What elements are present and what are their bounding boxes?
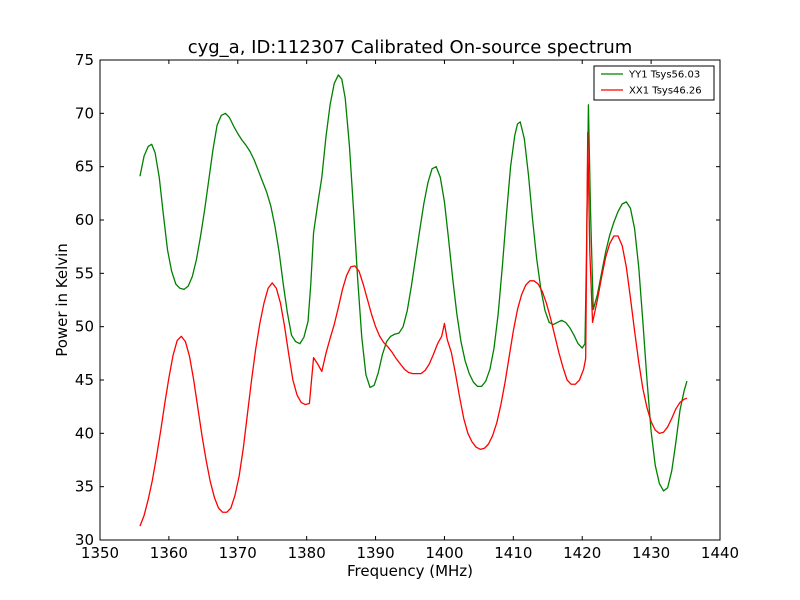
x-tick-label: 1430 [632,544,670,562]
series-layer [139,74,688,527]
y-axis-label: Power in Kelvin [53,243,71,357]
y-tick-label: 70 [75,104,94,122]
y-tick-label: 55 [75,264,94,282]
x-tick-label: 1410 [494,544,532,562]
y-tick-label: 40 [75,424,94,442]
x-tick-label: 1440 [701,544,739,562]
plot-frame [99,59,721,541]
y-tick-label: 60 [75,211,94,229]
legend-entry-xx1: XX1 Tsys46.26 [629,86,702,97]
legend: YY1 Tsys56.03 XX1 Tsys46.26 [593,65,715,101]
series-line-1 [139,131,688,527]
x-tick-label: 1380 [288,544,326,562]
y-tick-label: 30 [75,531,94,549]
y-tick-label: 35 [75,478,94,496]
ticks-layer: 1350 1360 1370 1380 1390 1400 1410 1420 1430 1440… [75,51,739,562]
x-tick-label: 1350 [81,544,119,562]
y-tick-label: 45 [75,371,94,389]
x-axis-label: Frequency (MHz) [347,562,473,580]
series-line-0 [139,74,688,492]
x-tick-label: 1400 [425,544,463,562]
x-tick-label: 1360 [150,544,188,562]
legend-entry-yy1: YY1 Tsys56.03 [628,70,700,81]
plot-area [100,60,720,540]
chart-title: cyg_a, ID:112307 Calibrated On-source sp… [188,37,633,58]
x-tick-label: 1420 [563,544,601,562]
legend-box [593,65,715,101]
y-tick-label: 75 [75,51,94,69]
y-tick-label: 50 [75,318,94,336]
x-tick-label: 1370 [219,544,257,562]
y-tick-label: 65 [75,158,94,176]
x-tick-label: 1390 [356,544,394,562]
